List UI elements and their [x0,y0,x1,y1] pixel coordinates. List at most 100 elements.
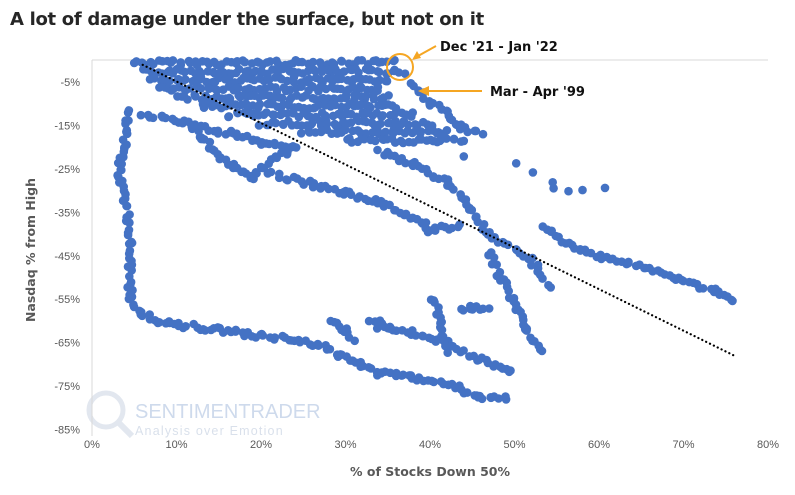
data-point [252,169,261,178]
data-point [188,121,198,131]
data-point [430,226,440,235]
data-point [161,113,170,123]
data-point [350,336,360,346]
data-point [462,388,472,397]
data-point [416,127,426,136]
data-point [441,341,450,351]
data-point [310,94,319,104]
watermark-logo-icon [86,390,126,430]
data-point [504,286,513,296]
chart-title: A lot of damage under the surface, but n… [10,9,484,30]
data-point [390,55,399,65]
data-point [308,182,318,192]
data-point [297,82,306,91]
data-point [459,136,469,146]
data-point [503,240,513,250]
data-point [346,118,356,127]
watermark-magnifier-handle [115,419,135,439]
data-point [270,110,279,120]
data-point [443,348,453,358]
data-point [400,69,410,78]
watermark-tagline: Analysis over Emotion [135,424,284,438]
x-tick-label: 80% [757,439,779,451]
data-point [537,346,547,356]
data-point [148,113,158,123]
data-points [113,55,737,404]
data-point [228,163,238,173]
annotation-mar-apr99: Mar - Apr '99 [490,85,585,100]
data-point [215,154,224,164]
data-point [262,108,271,117]
data-point [478,129,488,139]
y-tick-label: -25% [54,164,80,176]
data-point [350,90,360,100]
data-point [282,76,292,86]
data-point [578,185,587,195]
data-point [271,118,281,128]
x-axis-title: % of Stocks Down 50% [350,464,510,479]
data-point [324,184,333,194]
data-point [427,125,436,134]
data-point [401,158,410,168]
data-point [221,130,231,139]
y-tick-label: -15% [54,121,80,133]
data-point [489,253,499,262]
y-tick-label: -5% [60,77,80,89]
annotation-dec21-jan22: Dec '21 - Jan '22 [440,40,558,55]
data-point [522,326,531,335]
data-point [304,74,314,84]
data-point [266,167,276,177]
data-point [470,126,480,136]
data-point [136,110,146,120]
data-point [296,129,306,138]
data-point [307,119,317,128]
data-point [357,56,367,65]
data-point [390,109,400,118]
data-point [255,100,265,109]
data-point [528,253,537,263]
data-point [340,125,350,135]
data-point [477,394,487,404]
data-point [165,76,174,86]
data-point [137,311,147,321]
data-point [359,134,369,144]
arrow-head-dec21 [412,51,421,60]
data-point [346,190,356,199]
data-point [120,194,130,203]
y-tick-label: -45% [54,251,80,263]
data-point [283,175,292,185]
data-point [528,336,537,346]
data-point [423,227,433,237]
x-tick-label: 10% [165,439,187,451]
data-point [254,121,264,130]
x-tick-label: 30% [334,439,356,451]
data-point [301,91,311,100]
data-point [459,306,468,315]
data-point [373,145,382,155]
data-point [624,258,633,268]
data-point [436,323,445,332]
data-point [124,239,134,249]
data-point [181,75,190,84]
data-point [314,101,323,110]
data-point [449,185,458,194]
data-point [336,84,346,94]
data-point [459,152,469,161]
data-point [378,111,388,120]
data-point [299,180,309,189]
data-point [698,284,708,293]
data-point [275,169,284,179]
y-tick-label: -85% [54,424,80,436]
data-point [501,392,510,401]
highlight-circle [386,53,414,81]
data-point [459,346,468,355]
data-point [196,84,206,93]
data-point [369,94,379,104]
data-point [310,66,320,76]
data-point [406,371,416,380]
data-point [313,339,323,349]
arrow-head-mar99 [418,86,429,96]
data-point [429,377,439,387]
data-point [372,324,382,333]
